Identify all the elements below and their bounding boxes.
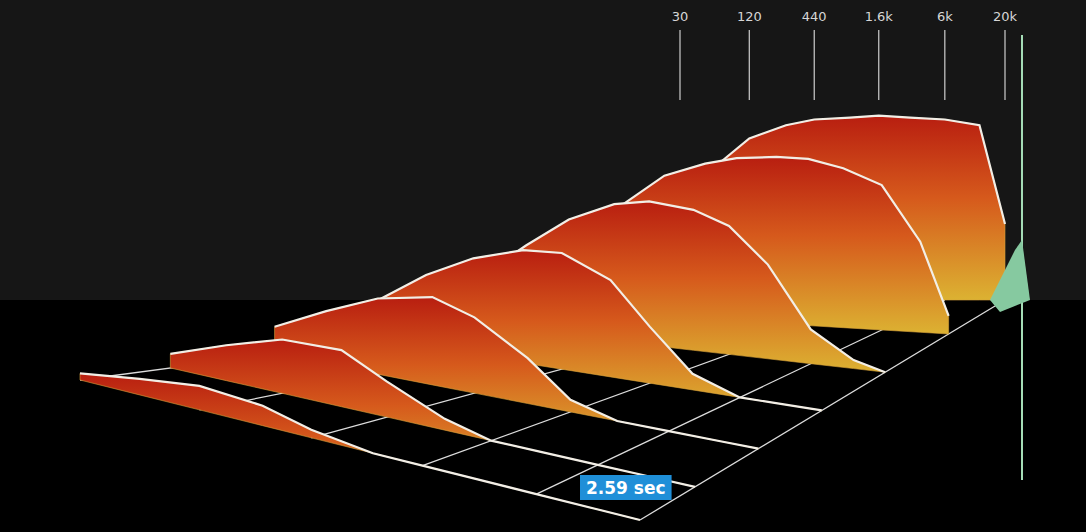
- svg-text:30: 30: [672, 9, 689, 24]
- svg-text:440: 440: [802, 9, 827, 24]
- svg-text:6k: 6k: [937, 9, 953, 24]
- svg-text:1.6k: 1.6k: [865, 9, 894, 24]
- svg-text:20k: 20k: [993, 9, 1018, 24]
- svg-text:2.59 sec: 2.59 sec: [586, 478, 666, 498]
- svg-text:120: 120: [737, 9, 762, 24]
